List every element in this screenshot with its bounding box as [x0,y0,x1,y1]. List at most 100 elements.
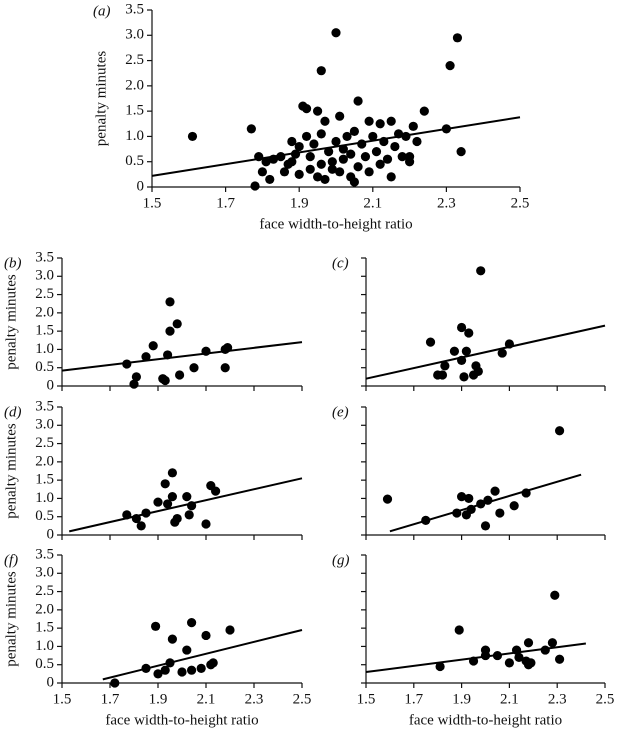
x-tick-label: 2.5 [511,195,530,211]
point [375,119,385,129]
x-tick-label: 1.5 [357,691,376,707]
point [160,665,170,675]
point [184,510,194,520]
y-tick-label: 0.5 [125,153,144,169]
y-tick-label: 3.0 [35,565,54,581]
point [175,370,185,380]
point [153,497,163,507]
point [550,590,560,600]
point [261,157,271,167]
point [309,139,319,149]
point [201,519,211,529]
point [316,66,326,76]
point [425,337,436,347]
point [497,348,507,358]
point [287,157,297,167]
point [163,499,173,509]
y-axis-label: penalty minutes [3,274,19,370]
point [327,157,337,167]
panel-label: (g) [332,552,350,568]
point [408,121,418,131]
y-axis-label: penalty minutes [93,51,109,147]
point [316,159,326,169]
point [459,372,469,382]
point [320,116,330,126]
point [129,379,139,389]
point [167,468,177,478]
point [473,366,483,376]
point [305,152,315,162]
point [437,370,448,380]
point [375,159,385,169]
point [211,486,221,496]
y-tick-label: 1.5 [125,103,144,119]
x-tick-label: 2.1 [197,691,216,707]
point [335,111,345,121]
point [151,621,161,631]
y-tick-label: 3.5 [35,249,54,265]
point [353,162,363,172]
panel-label: (c) [332,255,349,271]
point [547,638,558,648]
point [301,104,312,114]
y-tick-label: 2.0 [125,77,144,93]
y-tick-label: 0.5 [35,359,54,375]
point [153,669,163,679]
point [165,297,175,307]
point [187,131,198,142]
trend-line [365,324,606,380]
point [353,96,363,106]
point [294,169,304,179]
point [495,508,505,518]
y-tick-label: 0 [137,178,145,194]
point [131,372,141,382]
point [136,521,146,531]
point [419,106,429,116]
point [440,361,450,371]
trend-line [61,341,303,372]
point [456,147,466,157]
y-tick-label: 3.0 [35,417,54,433]
y-tick-label: 2.5 [35,286,54,302]
y-tick-label: 2.5 [35,435,54,451]
point [526,658,536,668]
point [316,129,326,139]
trend-line [151,116,521,177]
point [167,634,177,644]
y-tick-label: 1.5 [35,620,54,636]
point [346,149,356,159]
x-tick-label: 2.5 [293,691,312,707]
point [331,28,341,38]
point [464,328,474,338]
point [364,116,374,126]
point [313,172,323,182]
x-tick-label: 1.7 [101,691,120,707]
x-tick-label: 2.3 [437,195,456,211]
point [364,167,374,177]
point [382,494,393,504]
point [206,660,216,670]
x-tick-label: 2.5 [596,691,615,707]
y-tick-label: 1.0 [35,638,54,654]
y-tick-label: 0.5 [35,508,54,524]
y-tick-label: 3.0 [125,27,144,43]
point [141,352,151,362]
point [338,154,348,164]
point [382,154,393,164]
point [189,363,199,373]
point [187,618,197,628]
point [461,346,471,356]
point [257,167,267,177]
x-axis-label: face width-to-height ratio [105,712,258,728]
point [412,136,422,147]
x-tick-label: 2.1 [500,691,519,707]
point [338,144,348,154]
point [165,326,175,336]
point [554,654,565,664]
point [514,652,524,663]
point [148,341,158,351]
y-tick-label: 0 [47,377,55,393]
point [509,501,519,511]
point [386,172,396,182]
trend-line [102,629,303,681]
